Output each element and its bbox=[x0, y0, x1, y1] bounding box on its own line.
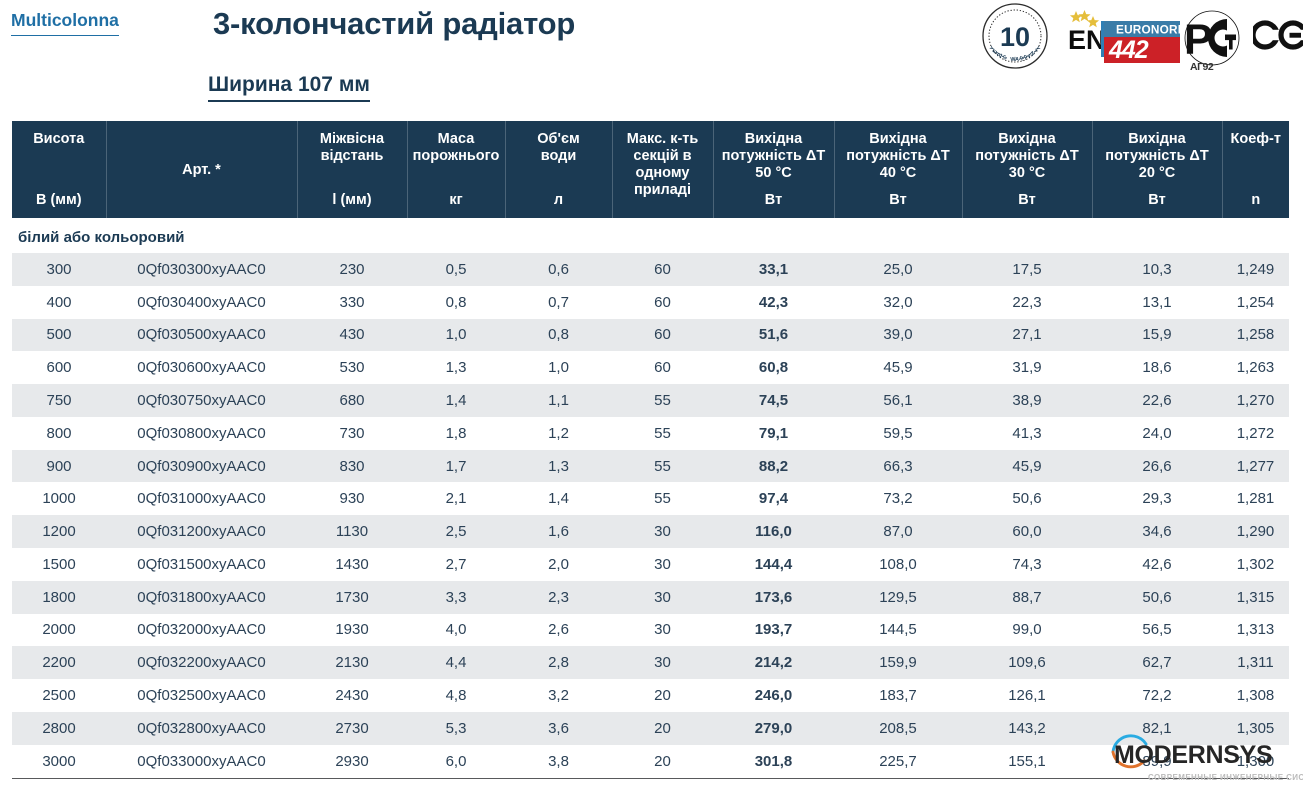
svg-text:MODERNSYS: MODERNSYS bbox=[1114, 741, 1272, 769]
svg-text:10: 10 bbox=[1000, 22, 1030, 52]
svg-text:442: 442 bbox=[1108, 36, 1149, 64]
svg-text:S: S bbox=[1002, 55, 1008, 62]
svg-text:EN: EN bbox=[1068, 25, 1106, 55]
svg-text:EURONORM: EURONORM bbox=[1116, 22, 1180, 36]
svg-text:АГ92: АГ92 bbox=[1190, 61, 1214, 73]
